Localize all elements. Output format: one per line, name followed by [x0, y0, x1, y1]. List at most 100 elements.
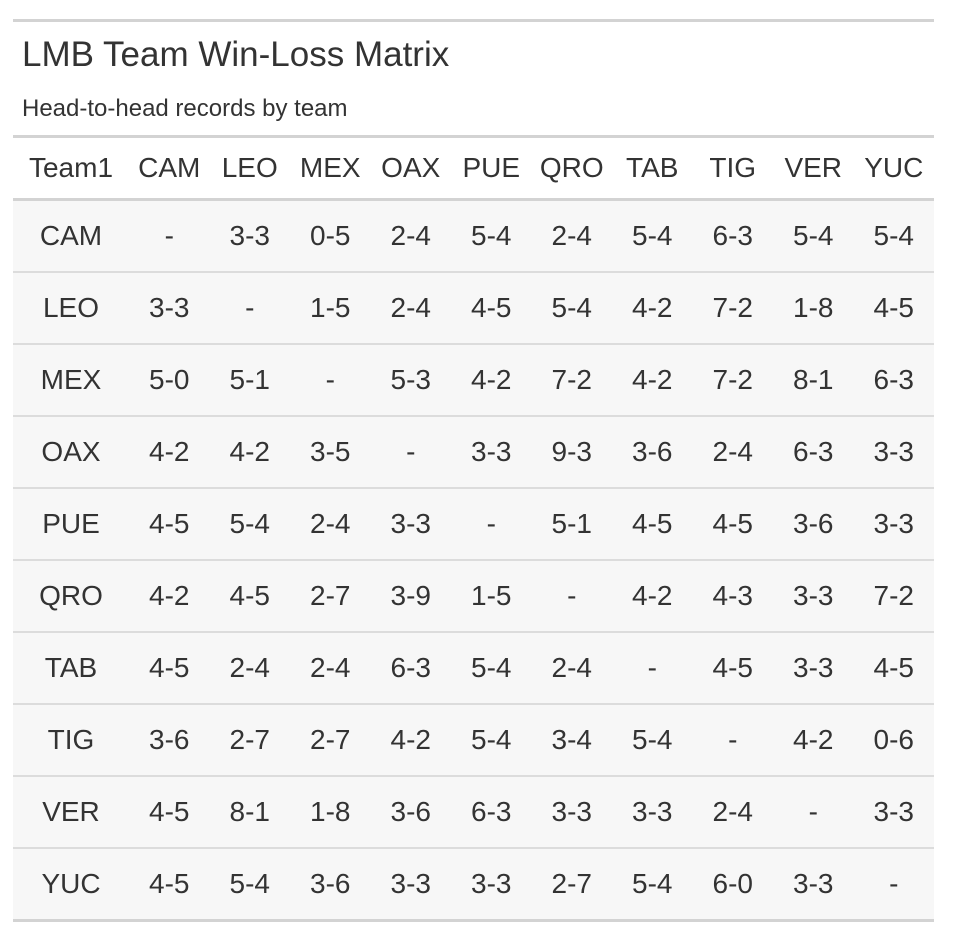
record-cell: 4-2 — [370, 703, 451, 776]
record-cell: 3-3 — [612, 775, 693, 848]
row-team-label: CAM — [13, 199, 129, 272]
table-body: CAM -3-3 0-5 2-4 5-4 2-4 5-4 6-3 5-4 5-4 LEO 3-3-1-… — [13, 199, 934, 921]
record-cell: 8-1 — [209, 775, 290, 848]
record-cell: 5-1 — [531, 487, 612, 560]
row-team-label: TIG — [13, 703, 129, 776]
record-cell: 5-4 — [451, 703, 532, 776]
column-header-leo: LEO — [209, 136, 290, 201]
record-cell: - — [451, 487, 532, 560]
record-cell: 3-3 — [370, 487, 451, 560]
record-cell: 3-3 — [773, 559, 854, 632]
record-cell: 2-7 — [290, 559, 371, 632]
record-cell: 4-5 — [451, 271, 532, 344]
table-row: VER 4-5 8-1 1-8 3-6 6-3 3-3 3-3 2-4-3-3 — [13, 775, 934, 848]
record-cell: 4-2 — [451, 343, 532, 416]
record-cell: 3-3 — [451, 415, 532, 488]
record-cell: 3-9 — [370, 559, 451, 632]
record-cell: 3-3 — [531, 775, 612, 848]
record-cell: - — [531, 559, 612, 632]
column-header-yuc: YUC — [853, 136, 934, 201]
table-row: PUE 4-5 5-4 2-4 3-3-5-1 4-5 4-5 3-6 3-3 — [13, 487, 934, 560]
record-cell: 5-4 — [612, 199, 693, 272]
column-header-ver: VER — [773, 136, 854, 201]
record-cell: 4-2 — [612, 343, 693, 416]
record-cell: 3-3 — [129, 271, 210, 344]
record-cell: 0-5 — [290, 199, 371, 272]
record-cell: 2-4 — [290, 631, 371, 704]
table-row: TIG 3-6 2-7 2-7 4-2 5-4 3-4 5-4-4-2 0-6 — [13, 703, 934, 776]
record-cell: 4-2 — [129, 415, 210, 488]
record-cell: 5-4 — [531, 271, 612, 344]
record-cell: 3-6 — [290, 847, 371, 921]
record-cell: 1-5 — [451, 559, 532, 632]
record-cell: 4-2 — [129, 559, 210, 632]
record-cell: 6-3 — [773, 415, 854, 488]
record-cell: 3-3 — [853, 487, 934, 560]
row-team-label: PUE — [13, 487, 129, 560]
record-cell: 5-4 — [612, 847, 693, 921]
row-team-label: OAX — [13, 415, 129, 488]
record-cell: - — [129, 199, 210, 272]
record-cell: - — [692, 703, 773, 776]
record-cell: - — [209, 271, 290, 344]
record-cell: 2-7 — [531, 847, 612, 921]
record-cell: 4-5 — [853, 631, 934, 704]
column-header-mex: MEX — [290, 136, 371, 201]
record-cell: 4-5 — [853, 271, 934, 344]
record-cell: 3-6 — [773, 487, 854, 560]
record-cell: 3-3 — [853, 775, 934, 848]
table-row: YUC 4-5 5-4 3-6 3-3 3-3 2-7 5-4 6-0 3-3- — [13, 847, 934, 921]
record-cell: 7-2 — [692, 343, 773, 416]
record-cell: - — [370, 415, 451, 488]
record-cell: - — [290, 343, 371, 416]
table-title: LMB Team Win-Loss Matrix — [22, 35, 450, 74]
row-team-label: LEO — [13, 271, 129, 344]
record-cell: 2-4 — [692, 775, 773, 848]
record-cell: 3-3 — [773, 631, 854, 704]
column-header-tab: TAB — [612, 136, 693, 201]
record-cell: 2-4 — [209, 631, 290, 704]
column-header-team: Team1 — [13, 136, 129, 201]
column-header-tig: TIG — [692, 136, 773, 201]
column-header-pue: PUE — [451, 136, 532, 201]
record-cell: 5-4 — [853, 199, 934, 272]
record-cell: 3-6 — [129, 703, 210, 776]
row-team-label: YUC — [13, 847, 129, 921]
table-row: LEO 3-3-1-5 2-4 4-5 5-4 4-2 7-2 1-8 4-5 — [13, 271, 934, 344]
record-cell: 6-3 — [451, 775, 532, 848]
record-cell: 9-3 — [531, 415, 612, 488]
record-cell: 7-2 — [692, 271, 773, 344]
record-cell: 2-4 — [290, 487, 371, 560]
table-row: QRO 4-2 4-5 2-7 3-9 1-5-4-2 4-3 3-3 7-2 — [13, 559, 934, 632]
record-cell: 4-5 — [129, 631, 210, 704]
record-cell: 4-5 — [209, 559, 290, 632]
record-cell: 1-5 — [290, 271, 371, 344]
record-cell: - — [773, 775, 854, 848]
column-header-oax: OAX — [370, 136, 451, 201]
record-cell: 3-5 — [290, 415, 371, 488]
record-cell: 4-5 — [129, 775, 210, 848]
record-cell: 6-0 — [692, 847, 773, 921]
record-cell: 2-4 — [692, 415, 773, 488]
row-team-label: TAB — [13, 631, 129, 704]
record-cell: 4-5 — [129, 847, 210, 921]
record-cell: 2-7 — [209, 703, 290, 776]
record-cell: 5-4 — [612, 703, 693, 776]
row-team-label: MEX — [13, 343, 129, 416]
record-cell: 6-3 — [370, 631, 451, 704]
record-cell: 4-2 — [773, 703, 854, 776]
table-row: TAB 4-5 2-4 2-4 6-3 5-4 2-4-4-5 3-3 4-5 — [13, 631, 934, 704]
record-cell: 4-5 — [129, 487, 210, 560]
table-row: MEX 5-0 5-1-5-3 4-2 7-2 4-2 7-2 8-1 6-3 — [13, 343, 934, 416]
win-loss-table: Team1 CAM LEO MEX OAX PUE QRO TAB TIG VER YUC CAM -… — [13, 135, 934, 922]
record-cell: 4-5 — [612, 487, 693, 560]
record-cell: 4-3 — [692, 559, 773, 632]
record-cell: 2-4 — [370, 271, 451, 344]
record-cell: 2-4 — [531, 631, 612, 704]
record-cell: 3-3 — [451, 847, 532, 921]
record-cell: 8-1 — [773, 343, 854, 416]
record-cell: 6-3 — [692, 199, 773, 272]
record-cell: 7-2 — [853, 559, 934, 632]
column-header-qro: QRO — [531, 136, 612, 201]
record-cell: 2-4 — [531, 199, 612, 272]
